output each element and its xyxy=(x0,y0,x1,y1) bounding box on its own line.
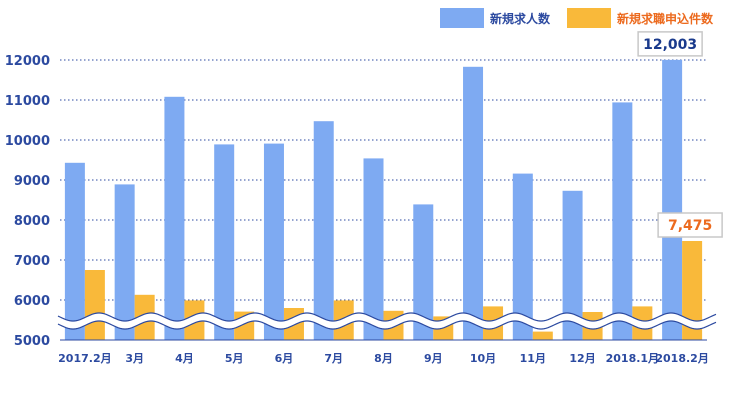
x-tick-label: 2018.2月 xyxy=(655,352,708,365)
y-tick-label: 12000 xyxy=(5,54,50,69)
x-tick-label: 2018.1月 xyxy=(606,352,659,365)
bar-openings-10 xyxy=(562,190,583,340)
x-tick-label: 8月 xyxy=(374,352,393,365)
value-callouts: 12,003 7,475 xyxy=(637,31,723,238)
bar-applications-12 xyxy=(682,241,703,340)
bar-openings-12 xyxy=(662,59,683,340)
bar-applications-0 xyxy=(84,270,105,340)
x-tick-label: 3月 xyxy=(125,352,144,365)
axes: 12000 11000 10000 9000 8000 7000 6000 5000 2017.… xyxy=(5,54,709,365)
legend-label: 新規求人数 xyxy=(490,11,551,26)
callout-value: 7,475 xyxy=(668,218,712,234)
y-tick-label: 10000 xyxy=(5,134,50,149)
x-tick-label: 10月 xyxy=(470,352,496,365)
bar-openings-1 xyxy=(114,184,135,340)
axis-break-line xyxy=(57,320,717,330)
bar-openings-6 xyxy=(363,158,384,340)
x-tick-label: 4月 xyxy=(175,352,194,365)
x-tick-label: 2017.2月 xyxy=(58,352,111,365)
x-tick-label: 5月 xyxy=(225,352,244,365)
bar-openings-5 xyxy=(313,121,334,340)
callout-value: 12,003 xyxy=(643,37,697,53)
bar-openings-9 xyxy=(512,173,533,340)
y-tick-label: 5000 xyxy=(14,334,50,349)
bar-applications-9 xyxy=(532,331,553,340)
y-tick-label: 7000 xyxy=(14,254,50,269)
y-tick-label: 6000 xyxy=(14,294,50,309)
bar-openings-2 xyxy=(164,96,185,340)
x-tick-label: 9月 xyxy=(424,352,443,365)
x-tick-label: 6月 xyxy=(275,352,294,365)
bar-openings-8 xyxy=(463,66,484,341)
bars xyxy=(64,59,703,341)
callout-box xyxy=(637,31,703,57)
bar-openings-7 xyxy=(413,204,434,340)
x-tick-label: 11月 xyxy=(520,352,546,365)
y-tick-label: 8000 xyxy=(14,214,50,229)
bar-openings-0 xyxy=(64,162,85,340)
bar-openings-4 xyxy=(263,143,284,340)
y-tick-label: 9000 xyxy=(14,174,50,189)
callout-box xyxy=(657,212,723,238)
legend: 新規求人数 新規求職申込件数 xyxy=(440,8,714,28)
y-tick-label: 11000 xyxy=(5,94,50,109)
axis-break xyxy=(57,312,717,330)
legend-swatch xyxy=(567,8,611,28)
axis-break-line xyxy=(57,312,717,322)
legend-swatch xyxy=(440,8,484,28)
bar-openings-11 xyxy=(612,102,633,341)
bar-openings-3 xyxy=(214,144,235,340)
legend-label: 新規求職申込件数 xyxy=(617,11,714,26)
x-tick-label: 7月 xyxy=(324,352,343,365)
x-tick-label: 12月 xyxy=(569,352,595,365)
